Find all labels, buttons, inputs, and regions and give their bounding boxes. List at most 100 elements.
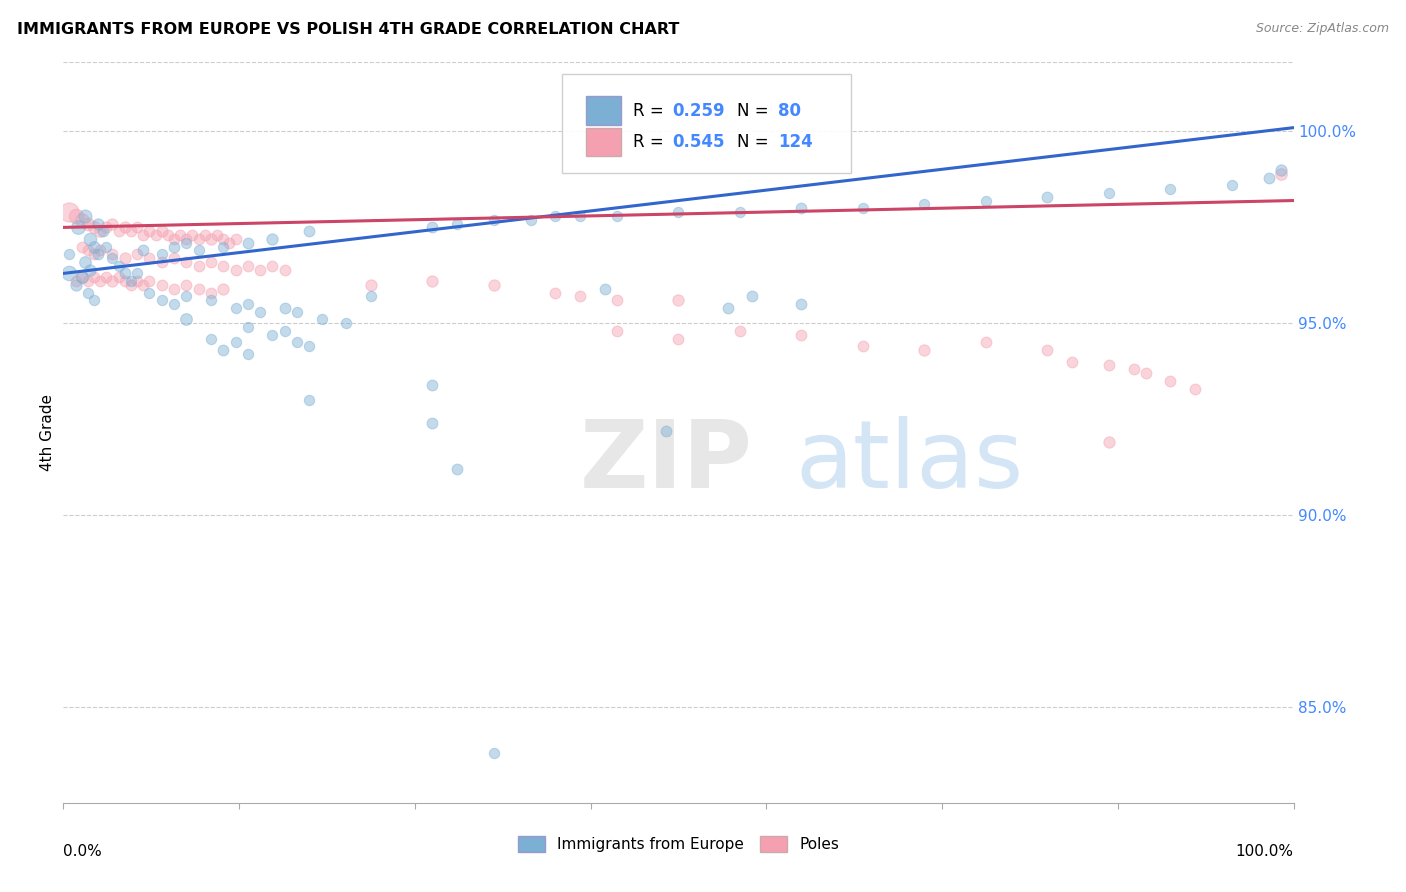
Point bbox=[212, 232, 235, 246]
Point bbox=[1062, 354, 1084, 368]
Point bbox=[181, 228, 204, 243]
Point bbox=[163, 251, 186, 265]
Text: N =: N = bbox=[738, 133, 775, 151]
Point bbox=[83, 270, 105, 285]
Point bbox=[298, 392, 321, 407]
Point bbox=[360, 289, 382, 303]
Legend: Immigrants from Europe, Poles: Immigrants from Europe, Poles bbox=[512, 830, 845, 858]
Point bbox=[914, 197, 936, 211]
Point bbox=[96, 270, 118, 285]
Point bbox=[150, 247, 173, 261]
Point bbox=[205, 228, 228, 243]
Point bbox=[127, 220, 148, 235]
Point bbox=[76, 274, 98, 288]
Point bbox=[212, 259, 235, 273]
Point bbox=[101, 251, 124, 265]
Point bbox=[163, 282, 186, 296]
Point bbox=[273, 324, 295, 338]
Point bbox=[114, 267, 136, 281]
FancyBboxPatch shape bbox=[561, 73, 851, 173]
Point bbox=[728, 324, 751, 338]
Point bbox=[593, 282, 616, 296]
Point bbox=[174, 289, 197, 303]
Point bbox=[655, 424, 678, 438]
Point bbox=[1257, 170, 1279, 185]
Point bbox=[65, 209, 87, 223]
Point bbox=[132, 277, 155, 292]
Point bbox=[89, 224, 111, 238]
Point bbox=[236, 297, 259, 311]
Point bbox=[422, 416, 444, 430]
Point bbox=[114, 251, 136, 265]
Point bbox=[150, 277, 173, 292]
Point bbox=[83, 220, 105, 235]
Point bbox=[174, 232, 197, 246]
Point bbox=[544, 285, 567, 300]
Point bbox=[174, 255, 197, 269]
Text: 0.545: 0.545 bbox=[672, 133, 724, 151]
Point bbox=[79, 262, 101, 277]
Point bbox=[285, 305, 308, 319]
Point bbox=[298, 339, 321, 353]
Point bbox=[666, 205, 689, 219]
Point bbox=[974, 335, 997, 350]
Point bbox=[58, 205, 80, 219]
Point bbox=[70, 239, 93, 253]
Point bbox=[200, 293, 222, 308]
Point bbox=[67, 220, 90, 235]
Point bbox=[127, 267, 148, 281]
Point bbox=[187, 232, 209, 246]
Point bbox=[138, 274, 160, 288]
Point bbox=[145, 228, 167, 243]
Point bbox=[236, 259, 259, 273]
Point bbox=[150, 224, 173, 238]
Point bbox=[200, 285, 222, 300]
FancyBboxPatch shape bbox=[586, 128, 620, 156]
Point bbox=[666, 332, 689, 346]
Point bbox=[1098, 186, 1121, 200]
Point bbox=[273, 262, 295, 277]
Point bbox=[335, 316, 357, 330]
Point bbox=[446, 462, 468, 476]
Point bbox=[666, 293, 689, 308]
Point bbox=[520, 212, 543, 227]
Point bbox=[422, 274, 444, 288]
Point bbox=[76, 217, 98, 231]
Point bbox=[852, 339, 875, 353]
Point bbox=[114, 220, 136, 235]
Point bbox=[120, 277, 142, 292]
Point bbox=[87, 217, 110, 231]
Text: Source: ZipAtlas.com: Source: ZipAtlas.com bbox=[1256, 22, 1389, 36]
Point bbox=[65, 277, 87, 292]
Point bbox=[70, 270, 93, 285]
Point bbox=[1160, 182, 1182, 196]
Point bbox=[225, 262, 247, 277]
Point bbox=[107, 270, 129, 285]
Point bbox=[107, 224, 129, 238]
Point bbox=[298, 224, 321, 238]
Point bbox=[76, 244, 98, 258]
Point bbox=[914, 343, 936, 358]
Point bbox=[852, 201, 875, 215]
Point bbox=[225, 232, 247, 246]
Point bbox=[1036, 190, 1059, 204]
Point bbox=[169, 228, 191, 243]
Point bbox=[194, 228, 217, 243]
Point bbox=[200, 255, 222, 269]
Point bbox=[262, 232, 284, 246]
Point bbox=[150, 293, 173, 308]
Point bbox=[200, 332, 222, 346]
Point bbox=[1184, 382, 1206, 396]
Point bbox=[1160, 374, 1182, 388]
Point bbox=[790, 201, 813, 215]
Point bbox=[212, 343, 235, 358]
Text: N =: N = bbox=[738, 102, 775, 120]
Point bbox=[174, 235, 197, 250]
Text: 0.0%: 0.0% bbox=[63, 844, 103, 858]
Point bbox=[132, 228, 155, 243]
Point bbox=[101, 274, 124, 288]
Text: 100.0%: 100.0% bbox=[1236, 844, 1294, 858]
Text: 124: 124 bbox=[778, 133, 813, 151]
Text: R =: R = bbox=[633, 133, 669, 151]
Point bbox=[127, 247, 148, 261]
